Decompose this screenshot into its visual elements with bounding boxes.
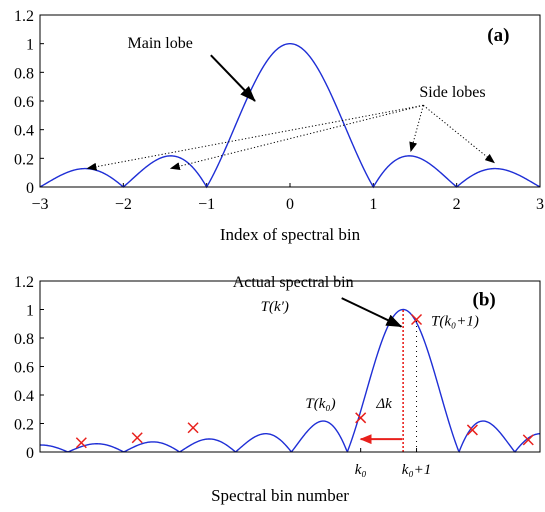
chart-a-x-tick-label: −1 [198, 196, 215, 213]
chart-a-x-axis-label: Index of spectral bin [220, 225, 361, 244]
sample-marker [355, 412, 367, 424]
chart-a-y-tick-label: 0.8 [14, 65, 34, 82]
chart-b-y-tick-label: 0.2 [14, 417, 34, 434]
chart-a: 0 0.2 0.4 0.6 0.8 1 1.2 −3 −2 −1 0 1 2 3 (a) Index of… [14, 8, 544, 244]
main-lobe-label: Main lobe [128, 35, 193, 52]
t-k-prime-label: T(k′) [261, 299, 289, 315]
main-lobe-arrow [210, 54, 256, 102]
chart-a-x-tick-label: 0 [286, 196, 294, 213]
chart-a-x-tick-label: −2 [115, 196, 132, 213]
chart-b-sinc-line [39, 308, 541, 454]
chart-b: 0 0.2 0.4 0.6 0.8 1 1.2 k₀ k₀+1 (b) Spectral bin… [14, 274, 541, 505]
chart-b-y-tick-label: 1 [26, 303, 34, 320]
chart-a-y-tick-label: 0.4 [14, 123, 34, 140]
chart-a-x-tick-label: −3 [31, 196, 48, 213]
chart-b-y-tick-label: 0.8 [14, 331, 34, 348]
chart-a-y-tick-label: 0.2 [14, 151, 34, 168]
actual-bin-label: Actual spectral bin [233, 274, 354, 291]
chart-b-y-tick-label: 0.4 [14, 388, 34, 405]
chart-b-y-tick-label: 1.2 [14, 274, 34, 291]
sample-marker [411, 313, 423, 326]
chart-b-y-tick-label: 0.6 [14, 360, 34, 377]
chart-a-frame [39, 14, 541, 188]
chart-a-sinc-line [39, 42, 541, 189]
chart-b-frame [39, 280, 541, 453]
side-lobe-arrow [423, 104, 495, 164]
side-lobe-arrow [409, 105, 424, 153]
sample-marker [187, 422, 199, 434]
chart-a-annotations: Main lobe Side lobes [86, 35, 495, 171]
side-lobe-arrow [86, 104, 424, 171]
side-lobes-label: Side lobes [419, 84, 485, 101]
chart-b-x-tick-label: k₀ [355, 462, 367, 478]
sample-marker [522, 434, 534, 446]
delta-k-label: Δk [375, 396, 392, 412]
chart-b-panel-label: (b) [473, 290, 496, 311]
t-k0-label: T(k₀) [305, 396, 335, 412]
chart-a-y-tick-label: 1.2 [14, 8, 34, 25]
chart-a-ticks: 0 0.2 0.4 0.6 0.8 1 1.2 −3 −2 −1 0 1 2 3 [14, 8, 544, 213]
t-k0-plus-1-label: T(k₀+1) [431, 313, 479, 329]
sample-marker [131, 432, 143, 444]
sample-marker [75, 437, 87, 449]
chart-b-x-tick-label: k₀+1 [402, 462, 432, 478]
chart-b-x-axis-label: Spectral bin number [211, 486, 349, 505]
side-lobe-arrow [169, 104, 424, 171]
sample-marker [466, 424, 478, 436]
chart-a-y-tick-label: 0.6 [14, 94, 34, 111]
chart-a-x-tick-label: 3 [536, 196, 544, 213]
chart-a-y-tick-label: 1 [26, 37, 34, 54]
chart-b-ticks: 0 0.2 0.4 0.6 0.8 1 1.2 k₀ k₀+1 [14, 274, 431, 478]
chart-a-y-tick-label: 0 [26, 180, 34, 197]
chart-b-annotations: Actual spectral bin T(k′) T(k₀) T(k₀+1) Δk [233, 274, 479, 445]
chart-a-x-tick-label: 1 [369, 196, 377, 213]
actual-bin-arrow [341, 297, 403, 328]
chart-b-y-tick-label: 0 [26, 445, 34, 462]
chart-a-x-tick-label: 2 [453, 196, 461, 213]
chart-b-sample-markers [75, 313, 534, 449]
chart-a-panel-label: (a) [487, 25, 509, 46]
